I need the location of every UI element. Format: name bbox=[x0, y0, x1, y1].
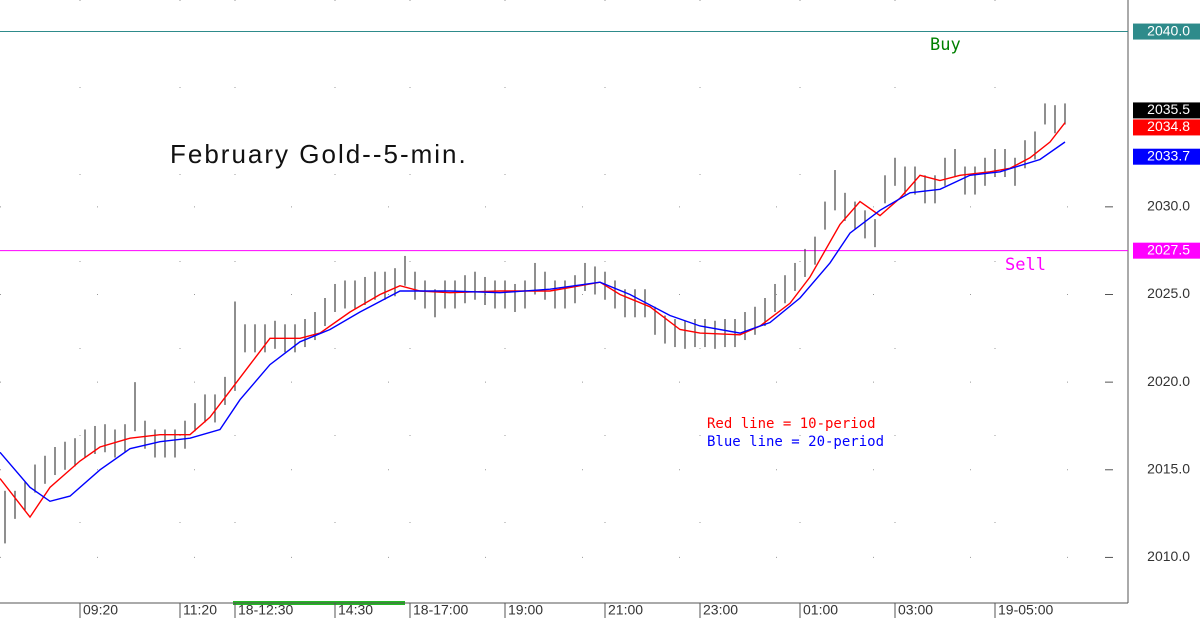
y-tick-label: 2030.0 bbox=[1147, 198, 1190, 214]
last-value-box bbox=[1133, 148, 1200, 165]
level-box bbox=[1133, 242, 1200, 259]
x-tick-label: 18-12:30 bbox=[238, 602, 293, 618]
last-value-box bbox=[1133, 119, 1200, 136]
annotation: Blue line = 20-period bbox=[707, 434, 884, 450]
moving-average-line bbox=[0, 141, 1066, 503]
annotation: Red line = 10-period bbox=[707, 416, 876, 432]
x-tick-label: 03:00 bbox=[898, 602, 933, 618]
y-tick-label: 2020.0 bbox=[1147, 373, 1190, 389]
level-text: Sell bbox=[1005, 255, 1046, 275]
last-value-label: 2035.5 bbox=[1147, 101, 1190, 117]
last-value-label: 2033.7 bbox=[1147, 147, 1190, 163]
axis-panel bbox=[1105, 0, 1200, 618]
level-label: 2040.0 bbox=[1147, 22, 1190, 38]
level-text: Buy bbox=[930, 35, 961, 55]
x-tick-label: 21:00 bbox=[608, 602, 643, 618]
x-tick-label: 09:20 bbox=[83, 602, 118, 618]
x-tick-label: 18-17:00 bbox=[413, 602, 468, 618]
x-tick-label: 19:00 bbox=[508, 602, 543, 618]
moving-average-line bbox=[0, 122, 1066, 519]
x-tick-label: 23:00 bbox=[703, 602, 738, 618]
level-label: 2027.5 bbox=[1147, 241, 1190, 257]
y-tick-label: 2010.0 bbox=[1147, 548, 1190, 564]
y-tick-label: 2015.0 bbox=[1147, 460, 1190, 476]
x-tick-label: 01:00 bbox=[803, 602, 838, 618]
last-value-label: 2034.8 bbox=[1147, 118, 1190, 134]
x-tick-label: 14:30 bbox=[338, 602, 373, 618]
chart-title: February Gold--5-min. bbox=[170, 139, 468, 169]
last-value-box bbox=[1133, 102, 1200, 119]
level-box bbox=[1133, 23, 1200, 40]
y-tick-label: 2025.0 bbox=[1147, 285, 1190, 301]
x-tick-label: 19-05:00 bbox=[998, 602, 1053, 618]
x-tick-label: 11:20 bbox=[183, 602, 217, 618]
